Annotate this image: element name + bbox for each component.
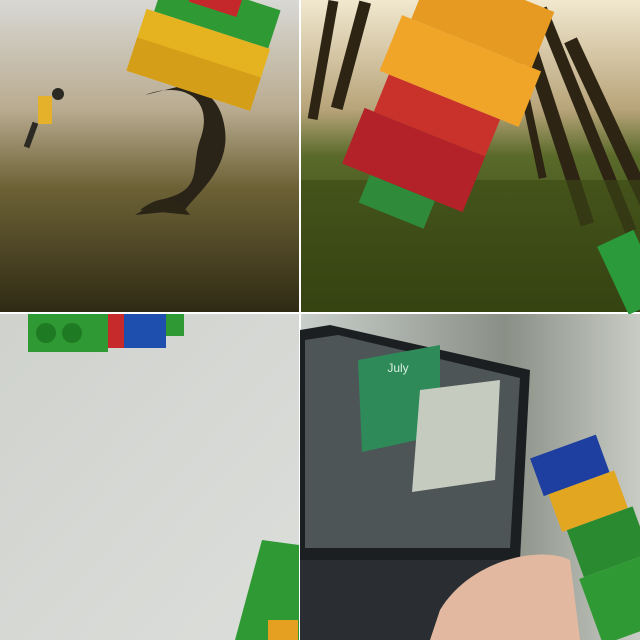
hand xyxy=(430,554,580,640)
tile-laptop: July xyxy=(300,314,640,640)
tile-fog-field xyxy=(0,0,299,312)
tile-forest xyxy=(301,0,640,315)
app-window xyxy=(412,380,500,492)
tile-wall xyxy=(0,314,299,640)
calendar-month: July xyxy=(387,361,408,375)
